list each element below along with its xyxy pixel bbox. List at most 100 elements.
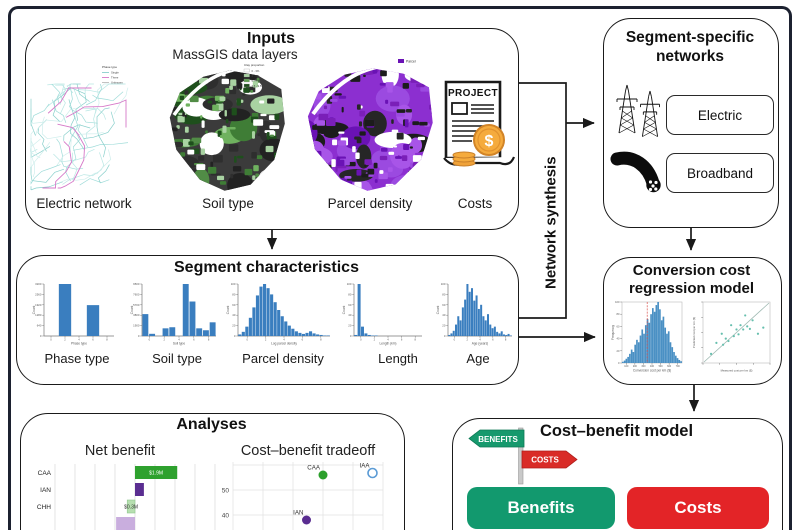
- svg-text:100: 100: [624, 365, 629, 368]
- svg-text:20: 20: [348, 324, 352, 328]
- svg-text:7600: 7600: [133, 292, 140, 296]
- benefits-sign-label: BENEFITS: [478, 435, 518, 444]
- svg-text:CHH: CHH: [37, 504, 51, 511]
- svg-text:0: 0: [350, 334, 352, 338]
- svg-text:20: 20: [232, 324, 236, 328]
- svg-text:3800: 3800: [133, 313, 140, 317]
- electric-network-map: Phase type Single Three Unknown: [28, 62, 142, 192]
- svg-text:3200: 3200: [35, 282, 42, 286]
- segment-networks-title-line2: networks: [655, 48, 725, 65]
- svg-text:8: 8: [414, 337, 416, 341]
- svg-text:1920: 1920: [35, 303, 42, 307]
- svg-text:IAN: IAN: [40, 487, 51, 494]
- analyses-box: [20, 413, 405, 530]
- svg-text:60: 60: [348, 303, 352, 307]
- svg-text:2: 2: [466, 337, 468, 341]
- caption-phase-type: Phase type: [44, 351, 110, 366]
- transmission-tower-icon: [616, 84, 660, 137]
- svg-text:Predicted cost per km ($): Predicted cost per km ($): [692, 317, 696, 348]
- svg-text:40: 40: [348, 313, 352, 317]
- costs-sign-label: COSTS: [531, 456, 559, 465]
- svg-text:Count: Count: [32, 306, 36, 315]
- svg-text:8: 8: [208, 337, 210, 341]
- svg-text:Measured cost per km ($): Measured cost per km ($): [721, 369, 753, 373]
- svg-text:8: 8: [106, 337, 108, 341]
- phase-type-chart: 3200 2560 1920 1280 640 0 0 2 4 6 8 Count Phase type: [32, 282, 116, 346]
- svg-text:2560: 2560: [35, 292, 42, 296]
- caption-soil-type-chart: Soil type: [152, 351, 202, 366]
- segment-networks-title-line1: Segment-specific: [625, 29, 755, 46]
- caption-soil-type: Soil type: [202, 196, 254, 211]
- parcel-density-chart: 100 80 60 40 20 0 0 2 4 6 8 Count Log parcel density: [226, 282, 332, 346]
- svg-text:4: 4: [479, 337, 481, 341]
- caption-electric-network: Electric network: [36, 196, 132, 211]
- svg-text:80: 80: [348, 292, 352, 296]
- svg-text:0: 0: [454, 337, 456, 341]
- svg-text:$0.3M: $0.3M: [124, 505, 138, 511]
- net-benefit-title: Net benefit: [84, 443, 156, 459]
- svg-text:600: 600: [667, 365, 672, 368]
- svg-text:6: 6: [302, 337, 304, 341]
- svg-text:5 - 7.5%: 5 - 7.5%: [252, 79, 263, 83]
- svg-text:Count: Count: [130, 306, 134, 315]
- network-synthesis-label: Network synthesis: [542, 156, 560, 290]
- dollar-symbol: $: [485, 133, 494, 150]
- svg-text:4: 4: [387, 337, 389, 341]
- cost-benefit-title: Cost–benefit model: [539, 422, 694, 440]
- svg-text:40: 40: [222, 512, 230, 519]
- conversion-scatter-chart: Predicted cost per km ($) Measured cost p…: [692, 299, 774, 373]
- svg-text:Unknown: Unknown: [111, 81, 123, 85]
- benefits-button: Benefits: [467, 487, 615, 529]
- analyses-title: Analyses: [176, 416, 247, 433]
- svg-text:640: 640: [37, 324, 42, 328]
- svg-text:0: 0: [138, 334, 140, 338]
- costs-button: Costs: [627, 487, 769, 529]
- svg-text:0: 0: [618, 361, 620, 365]
- tradeoff-title: Cost–benefit tradeoff: [240, 443, 376, 459]
- svg-text:Clay proportion: Clay proportion: [244, 63, 265, 67]
- svg-text:4: 4: [78, 337, 80, 341]
- svg-text:1900: 1900: [133, 324, 140, 328]
- broadband-chip: Broadband: [666, 153, 774, 193]
- svg-text:Parcel: Parcel: [406, 60, 416, 64]
- svg-text:Count: Count: [342, 306, 346, 315]
- svg-text:0: 0: [234, 334, 236, 338]
- svg-text:60: 60: [442, 303, 446, 307]
- segment-networks-title: Segment-specific networks: [603, 28, 777, 66]
- electric-chip: Electric: [666, 95, 774, 135]
- massgis-subtitle: MassGIS data layers: [172, 47, 298, 62]
- svg-text:100: 100: [441, 282, 446, 286]
- svg-text:400: 400: [650, 365, 655, 368]
- caption-age: Age: [466, 351, 490, 366]
- svg-text:0: 0: [40, 334, 42, 338]
- svg-text:100: 100: [231, 282, 236, 286]
- svg-text:8: 8: [320, 337, 322, 341]
- svg-text:Soil type: Soil type: [173, 342, 185, 346]
- caption-costs: Costs: [457, 196, 493, 211]
- svg-text:4 - 5%: 4 - 5%: [252, 74, 260, 78]
- svg-text:Count: Count: [226, 306, 230, 315]
- svg-text:100: 100: [615, 300, 620, 304]
- svg-text:1280: 1280: [35, 313, 42, 317]
- tradeoff-chart: 50 40 CAA IAA IAN: [215, 456, 393, 530]
- svg-text:Three: Three: [111, 76, 119, 80]
- coin-stack-icon: [452, 151, 476, 167]
- figure-frame: [8, 6, 792, 530]
- svg-text:CAA: CAA: [38, 470, 52, 477]
- fiber-cable-icon: [610, 151, 661, 193]
- costs-sign: [521, 450, 578, 469]
- caption-parcel-density: Parcel density: [327, 196, 413, 211]
- svg-text:0: 0: [444, 334, 446, 338]
- svg-text:80: 80: [442, 292, 446, 296]
- svg-text:80: 80: [617, 312, 620, 316]
- svg-text:40: 40: [617, 337, 620, 341]
- svg-text:IAN: IAN: [293, 510, 303, 517]
- svg-text:8: 8: [505, 337, 507, 341]
- svg-text:6: 6: [92, 337, 94, 341]
- svg-text:CAA: CAA: [307, 465, 321, 472]
- parcel-density-map: Parcel: [306, 56, 434, 192]
- svg-text:0: 0: [50, 337, 52, 341]
- project-costs-icon: PROJECT $: [443, 80, 516, 167]
- svg-text:5700: 5700: [133, 303, 140, 307]
